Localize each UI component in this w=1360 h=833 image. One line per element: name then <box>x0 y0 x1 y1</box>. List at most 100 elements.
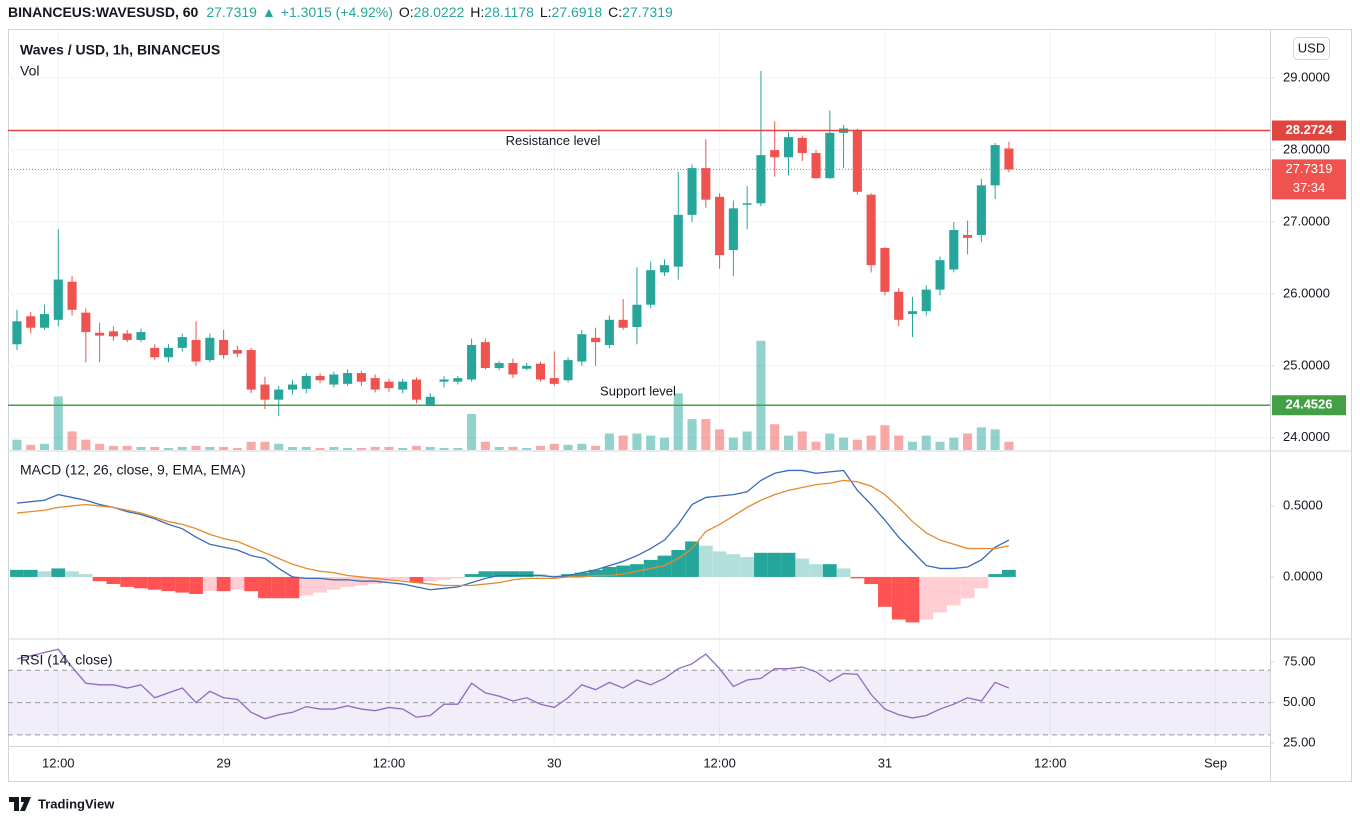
x-tick-label: Sep <box>1204 755 1227 770</box>
volume-bar <box>301 446 311 450</box>
histogram-bar <box>891 576 906 620</box>
volume-bar <box>591 445 601 450</box>
volume-bar <box>659 437 670 450</box>
volume-bar <box>177 446 187 450</box>
candle-body <box>39 314 50 328</box>
histogram-bar <box>1002 569 1016 577</box>
ohlc-value: 28.0222 <box>414 4 465 20</box>
volume-title: Vol <box>20 63 39 79</box>
histogram-bar <box>202 576 217 592</box>
histogram-bar <box>189 576 203 594</box>
volume-bar <box>990 429 1000 450</box>
candle-body <box>673 214 683 267</box>
candle-body <box>467 345 477 380</box>
ohlc-label: H: <box>470 4 484 20</box>
histogram-bar <box>946 576 961 606</box>
histogram-bar <box>134 576 148 589</box>
volume-bar <box>81 439 91 450</box>
histogram-bar <box>809 564 823 577</box>
volume-bar <box>549 443 559 450</box>
brand-icon <box>9 797 31 811</box>
x-tick-label: 31 <box>878 755 892 770</box>
histogram-bar <box>864 576 879 585</box>
candle-body <box>701 168 711 200</box>
histogram-bar <box>506 571 520 577</box>
histogram-bar <box>712 551 727 577</box>
histogram-bar <box>285 576 300 599</box>
level-tag <box>1272 395 1346 416</box>
candle-body <box>177 337 187 348</box>
volume-bar <box>673 393 683 450</box>
volume-bar <box>232 447 242 450</box>
candle-body <box>439 379 449 382</box>
volume-bar <box>935 441 945 450</box>
header: BINANCEUS:WAVESUSD, 60 27.7319 ▲ +1.3015 (+… <box>8 4 673 20</box>
histogram-bar <box>960 576 975 599</box>
candle-body <box>12 321 22 345</box>
volume-bar <box>398 447 408 450</box>
histogram-bar <box>726 554 741 577</box>
histogram-bar <box>423 576 438 582</box>
volume-bar <box>315 447 325 450</box>
candle-body <box>618 319 628 328</box>
currency-button[interactable] <box>1293 37 1330 60</box>
histogram-bar <box>754 552 768 577</box>
candle-body <box>81 312 91 333</box>
volume-bar <box>219 446 229 450</box>
volume-bar <box>880 425 890 450</box>
volume-bar <box>632 433 642 450</box>
volume-bar <box>742 431 752 450</box>
candle-body <box>232 350 242 354</box>
y-tick-label: 0.5000 <box>1283 497 1323 512</box>
macd-line <box>16 469 1010 591</box>
candle-body <box>659 265 670 273</box>
candle-body <box>866 194 876 266</box>
volume-bar <box>508 446 518 450</box>
x-tick-label: 12:00 <box>703 755 736 770</box>
histogram-bar <box>698 545 713 577</box>
change: +1.3015 (+4.92%) <box>281 4 393 20</box>
volume-bar <box>343 447 353 450</box>
x-tick-label: 12:00 <box>42 755 75 770</box>
volume-bar <box>122 445 132 450</box>
histogram-bar <box>905 576 920 623</box>
candle-body <box>563 360 573 381</box>
last-price: 27.7319 <box>206 4 257 20</box>
volume-bar <box>577 443 587 450</box>
histogram-bar <box>230 576 245 590</box>
histogram-bar <box>450 576 465 579</box>
candle-body <box>301 375 311 389</box>
histogram-bar <box>175 576 190 593</box>
candle-body <box>508 362 518 375</box>
candle-body <box>315 375 325 381</box>
histogram-bar <box>740 557 755 577</box>
histogram-bar <box>258 576 272 599</box>
volume-bar <box>205 446 215 450</box>
histogram-bar <box>382 576 396 582</box>
volume-bar <box>825 433 835 450</box>
volume-bar <box>811 441 821 450</box>
candle-body <box>963 234 973 238</box>
symbol: BINANCEUS:WAVESUSD, 60 <box>8 4 199 20</box>
candle-body <box>632 304 642 328</box>
volume-bar <box>370 446 380 450</box>
y-tick-label: 27.0000 <box>1283 213 1330 228</box>
candle-body <box>549 378 559 384</box>
histogram-bar <box>92 576 107 582</box>
volume-bar <box>494 446 504 450</box>
volume-bar <box>907 441 918 450</box>
level-label: Support level <box>600 384 676 399</box>
volume-bar <box>963 433 973 450</box>
histogram-bar <box>878 576 892 607</box>
candle-body <box>108 331 118 337</box>
pane-title: MACD (12, 26, close, 9, EMA, EMA) <box>20 462 246 478</box>
candle-body <box>756 155 766 204</box>
y-tick-label: 25.00 <box>1283 734 1316 749</box>
candle-body <box>329 374 339 385</box>
volume-bar <box>866 435 876 450</box>
candle-body <box>811 152 821 179</box>
volume-bar <box>453 447 463 450</box>
x-tick-label: 29 <box>216 755 230 770</box>
level-tag <box>1272 120 1346 141</box>
volume-bar <box>687 419 697 450</box>
